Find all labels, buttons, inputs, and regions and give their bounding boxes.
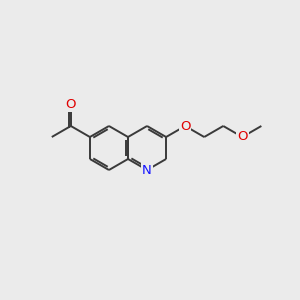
Text: O: O [180, 119, 190, 133]
Text: N: N [142, 164, 152, 176]
Text: O: O [237, 130, 247, 143]
Text: O: O [66, 98, 76, 110]
